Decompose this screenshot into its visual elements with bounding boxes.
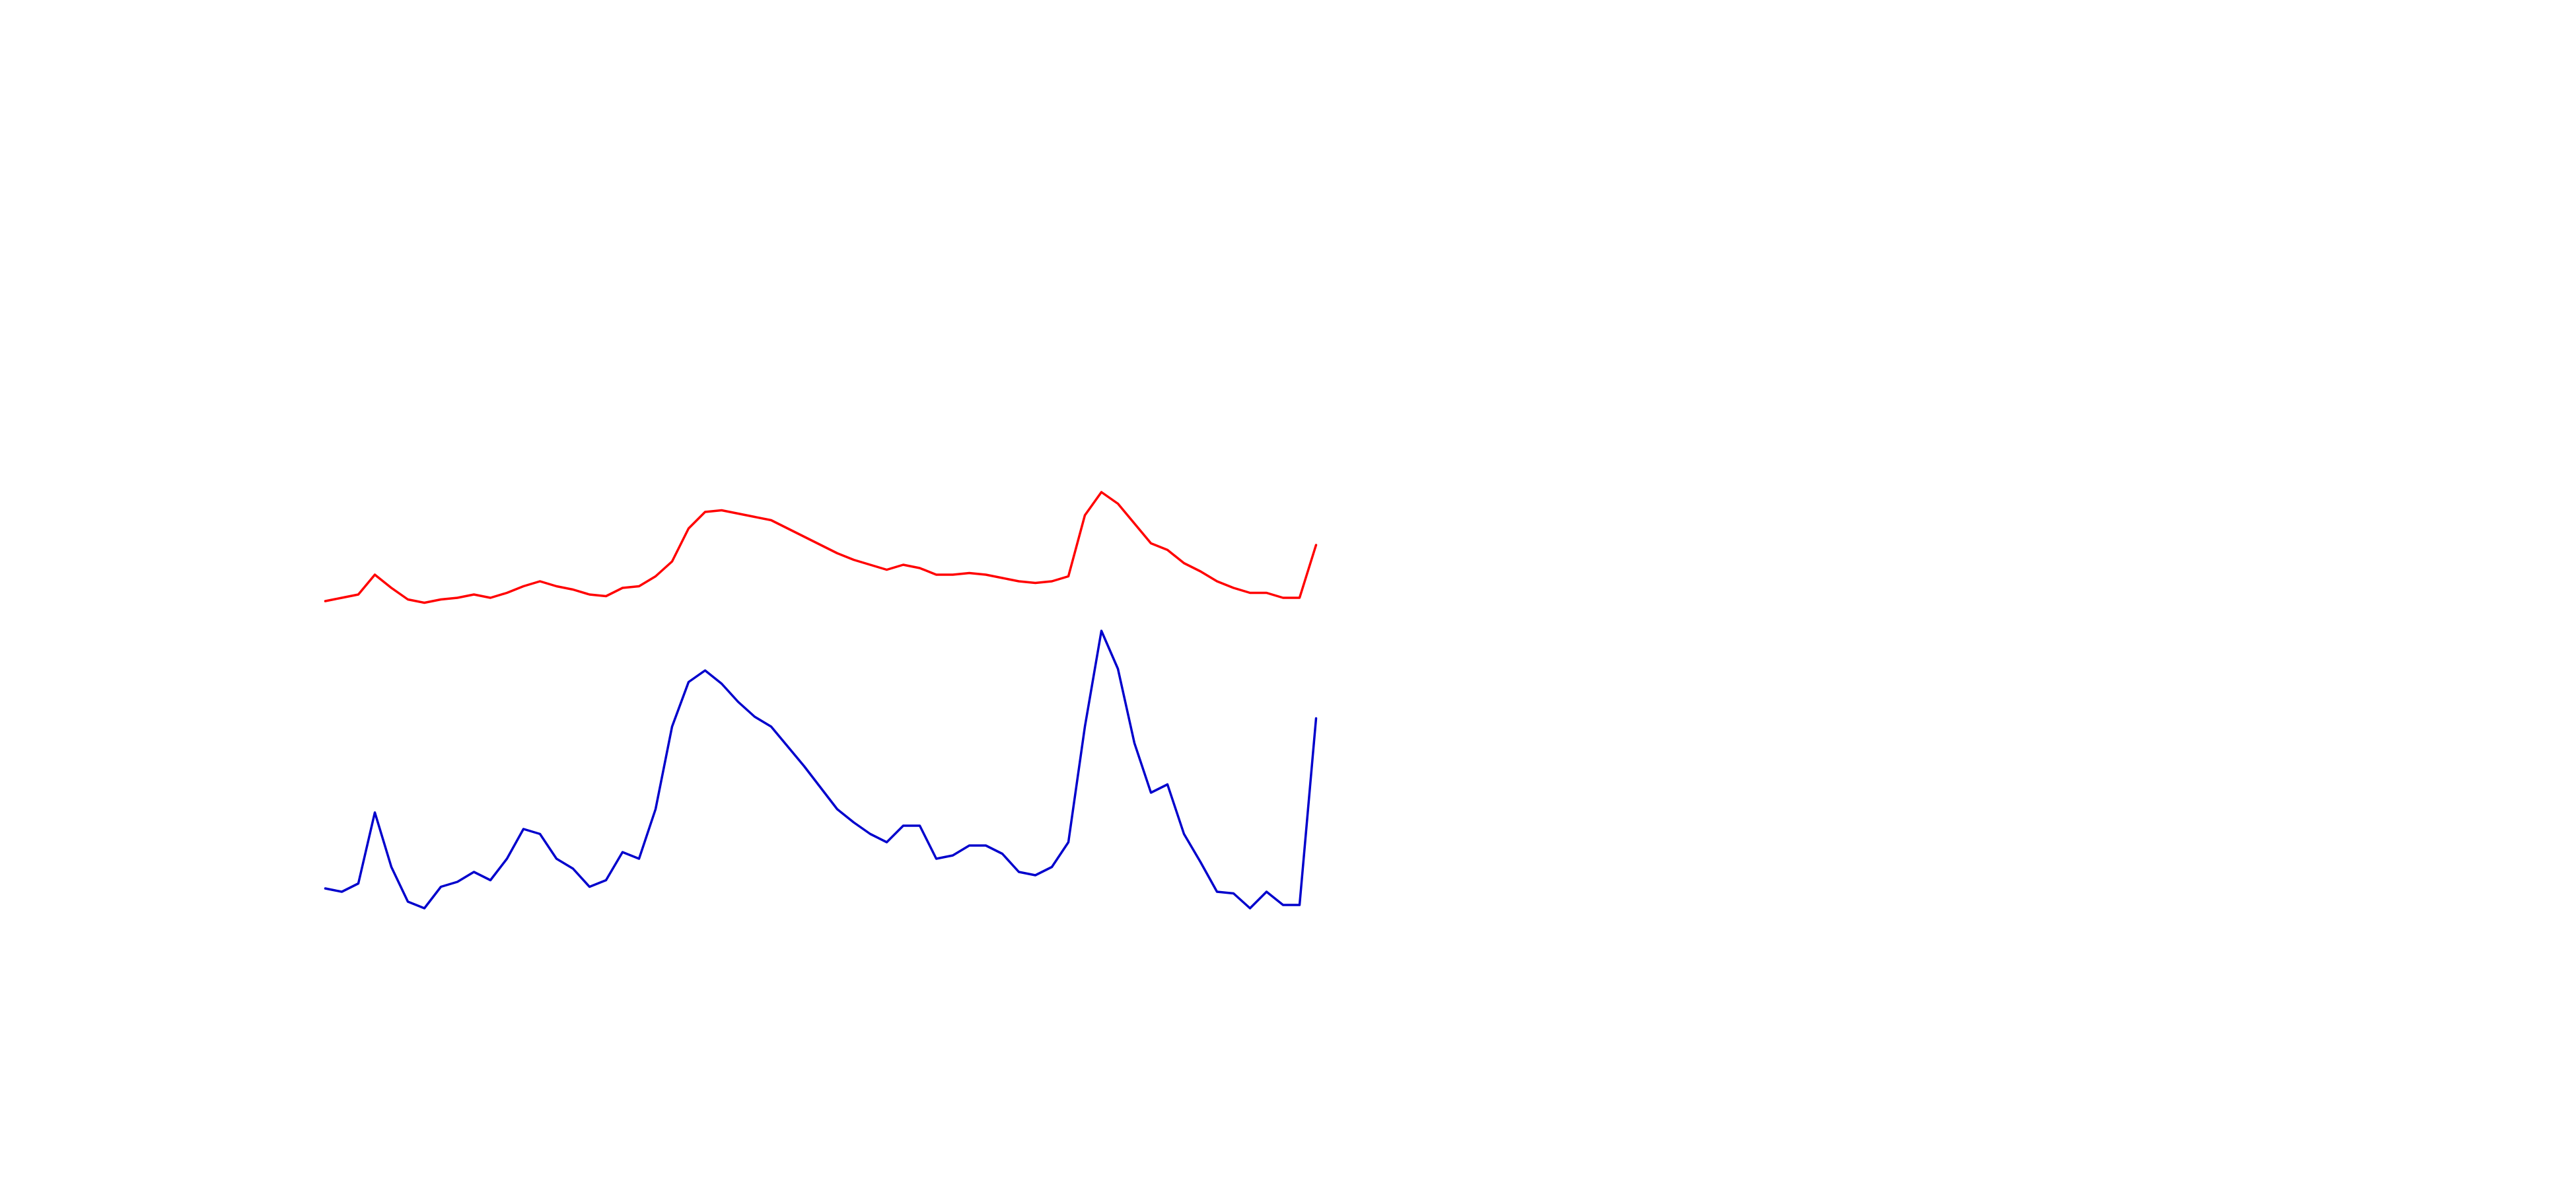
line-series: [324, 491, 1318, 604]
line-series: [324, 630, 1318, 910]
